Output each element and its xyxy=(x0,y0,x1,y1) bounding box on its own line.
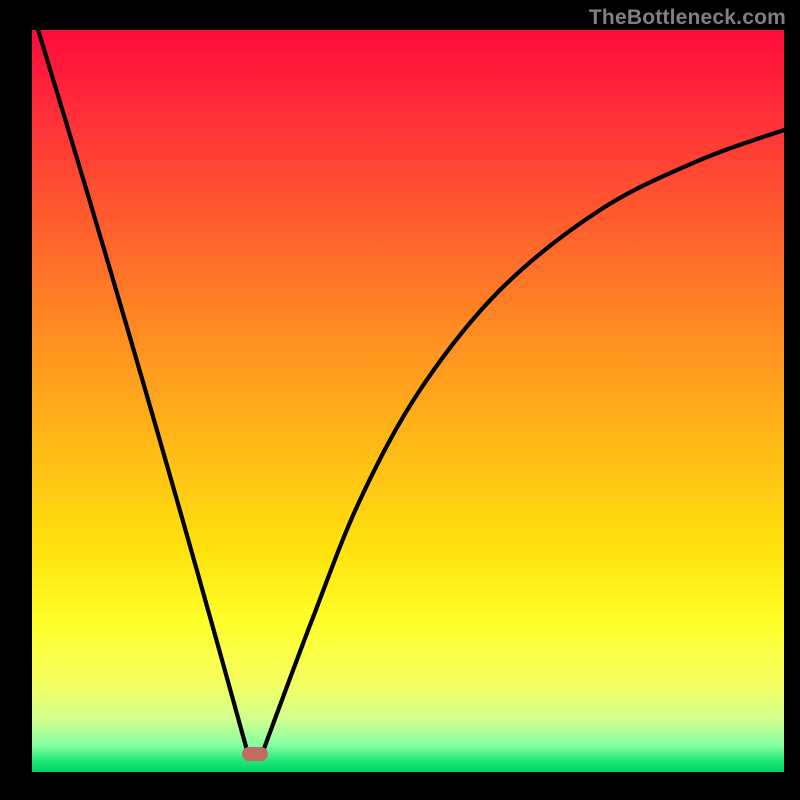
minimum-marker xyxy=(242,747,268,761)
gradient-background xyxy=(32,30,784,772)
plot-area xyxy=(32,30,784,772)
chart-frame: TheBottleneck.com xyxy=(0,0,800,800)
watermark-text: TheBottleneck.com xyxy=(589,6,786,30)
